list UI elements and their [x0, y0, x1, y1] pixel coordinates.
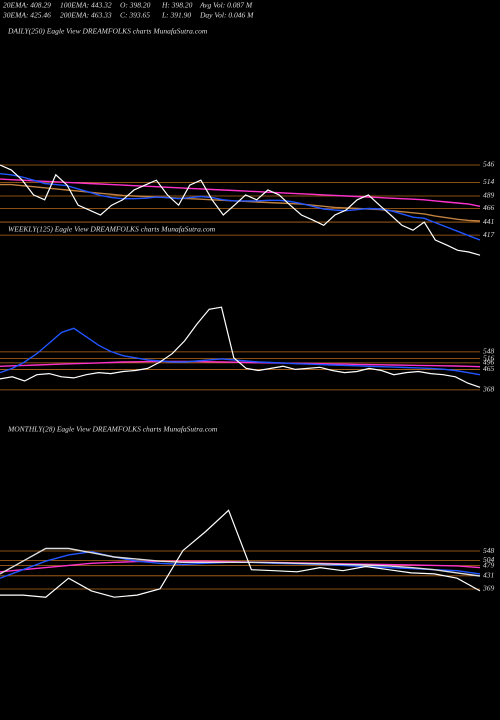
panel-title: DAILY(250) Eagle View DREAMFOLKS charts …	[7, 27, 208, 36]
header-stat: 200EMA: 463.33	[60, 11, 112, 20]
price-line	[0, 509, 481, 598]
header-stat: O: 398.20	[120, 1, 151, 10]
price-line	[0, 306, 481, 388]
y-tick-label: 489	[483, 191, 495, 200]
y-tick-label: 431	[483, 571, 494, 580]
panel-title: MONTHLY(28) Eagle View DREAMFOLKS charts…	[7, 425, 218, 434]
header-stat: 100EMA: 443.32	[60, 1, 112, 10]
header-stat: Avg Vol: 0.087 M	[199, 1, 253, 10]
y-tick-label: 548	[483, 546, 495, 555]
y-tick-label: 465	[483, 364, 495, 373]
header-stat: 20EMA: 408.29	[3, 1, 51, 10]
header-stat: C: 393.65	[120, 11, 150, 20]
price-line	[0, 173, 481, 241]
header-stat: L: 391.90	[161, 11, 191, 20]
y-tick-label: 441	[483, 217, 494, 226]
panel-title: WEEKLY(125) Eagle View DREAMFOLKS charts…	[8, 225, 216, 234]
y-tick-label: 504	[483, 555, 495, 564]
price-line	[0, 164, 481, 256]
price-line	[0, 178, 481, 207]
y-tick-label: 514	[483, 177, 495, 186]
header-stat: Day Vol: 0.046 M	[199, 11, 254, 20]
header-stat: 30EMA: 425.46	[2, 11, 51, 20]
y-tick-label: 417	[483, 230, 495, 239]
y-tick-label: 479	[483, 560, 495, 569]
y-tick-label: 546	[483, 160, 495, 169]
y-tick-label: 516	[483, 353, 495, 362]
y-tick-label: 548	[483, 347, 495, 356]
y-tick-label: 368	[482, 385, 495, 394]
header-stat: H: 398.20	[161, 1, 193, 10]
price-line	[0, 547, 481, 577]
price-line	[0, 327, 481, 376]
price-line	[0, 360, 481, 368]
y-tick-label: 496	[483, 358, 495, 367]
y-tick-label: 466	[483, 203, 495, 212]
y-tick-label: 369	[482, 584, 495, 593]
